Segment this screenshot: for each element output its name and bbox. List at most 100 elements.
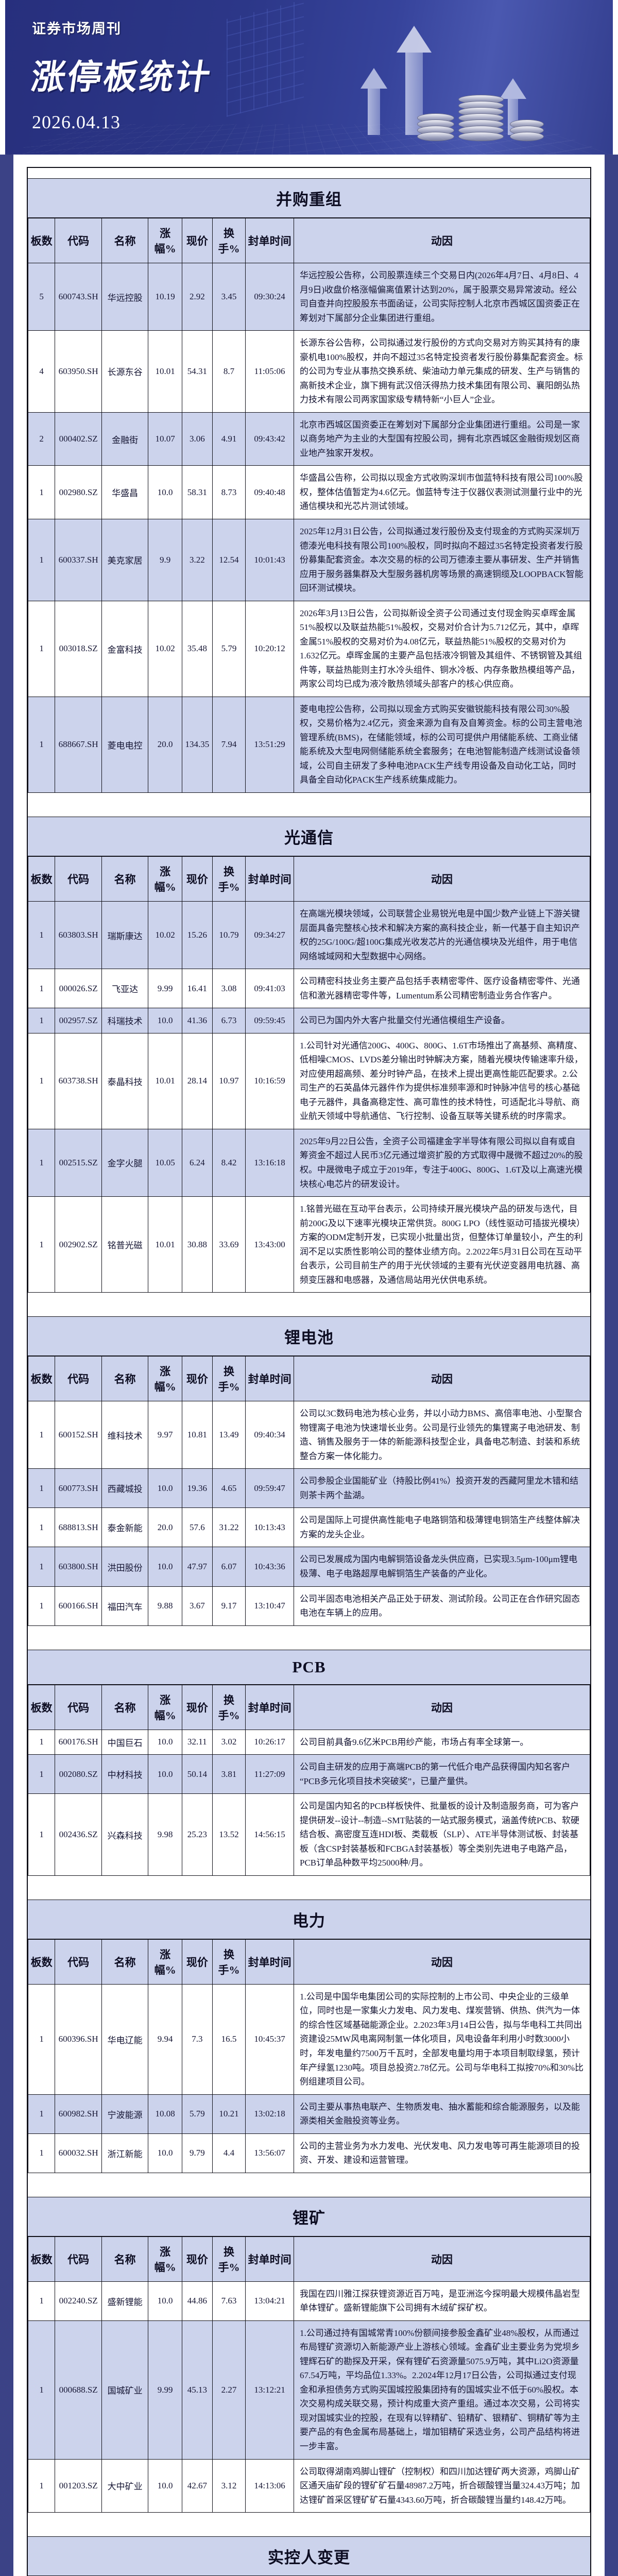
- cell-code: 001203.SZ: [55, 2459, 102, 2513]
- cell-turnover: 4.4: [212, 2133, 246, 2173]
- cell-reason: 菱电电控公告称，公司拟以现金方式购买安徽锐能科技有限公司30%股权，交易价格为2…: [293, 696, 591, 793]
- column-header: 代码: [55, 1684, 102, 1730]
- cell-board: 1: [27, 696, 56, 793]
- column-header: 名称: [101, 1684, 149, 1730]
- table-row: 1 600032.SH 浙江新能 10.0 9.79 4.4 13:56:07 公司的主营业务…: [27, 2133, 591, 2173]
- cell-name: 宁波能源: [101, 2094, 149, 2134]
- section-gap: [28, 793, 590, 817]
- cell-pct: 10.19: [148, 262, 182, 331]
- content-panel: 并购重组 板数 代码 名称 涨幅% 现价 换手% 封单时间 动因 5 600743.SH 华远控股 10…: [13, 155, 605, 2576]
- cell-reason: 在高端光模块领域，公司联营企业易锐光电是中国少数产业链上下游关键层面具备完整核心…: [293, 901, 591, 970]
- cell-turnover: 3.45: [212, 262, 246, 331]
- cell-pct: 20.0: [148, 696, 182, 793]
- column-header: 代码: [55, 2236, 102, 2282]
- section-title: 锂电池: [28, 1316, 590, 1357]
- section-gap: [28, 1293, 590, 1317]
- cell-reason: 公司是国际上可提供高性能电子电路铜箔和极薄锂电铜箔生产线整体解决方案的龙头企业。: [293, 1507, 591, 1548]
- cell-board: 1: [27, 1586, 56, 1626]
- cell-turnover: 6.07: [212, 1547, 246, 1587]
- column-header: 名称: [101, 856, 149, 902]
- column-header: 封单时间: [245, 1939, 294, 1985]
- cell-code: 600176.SH: [55, 1729, 102, 1755]
- table-row: 4 603950.SH 长源东谷 10.01 54.31 8.7 11:05:06 长源东谷公…: [27, 330, 591, 413]
- cell-name: 浙江新能: [101, 2133, 149, 2173]
- cell-turnover: 33.69: [212, 1196, 246, 1293]
- table-row: 1 002957.SZ 科瑞技术 10.0 41.36 6.73 09:59:45 公司已为国…: [27, 1008, 591, 1033]
- column-header: 现价: [181, 218, 213, 263]
- column-header: 代码: [55, 218, 102, 263]
- cell-price: 45.13: [181, 2320, 213, 2460]
- column-header: 动因: [293, 218, 591, 263]
- cell-code: 600773.SH: [55, 1468, 102, 1509]
- table-row: 1 600773.SH 西藏城投 10.0 19.36 4.65 09:59:47 公司参股企…: [27, 1468, 591, 1509]
- cell-turnover: 9.17: [212, 1586, 246, 1626]
- cell-pct: 10.0: [148, 1468, 182, 1509]
- cell-name: 中国巨石: [101, 1729, 149, 1755]
- cell-reason: 2026年3月13日公告，公司拟新设全资子公司通过支付现金购买卓晖金属51%股权…: [293, 600, 591, 697]
- cell-turnover: 13.49: [212, 1401, 246, 1469]
- cell-time: 11:05:06: [245, 330, 294, 413]
- cell-pct: 9.99: [148, 2320, 182, 2460]
- section-title: 光通信: [28, 817, 590, 856]
- section-table: 板数 代码 名称 涨幅% 现价 换手% 封单时间 动因 5 600743.SH 华远控股 10.19 2…: [27, 218, 591, 793]
- sections: 并购重组 板数 代码 名称 涨幅% 现价 换手% 封单时间 动因 5 600743.SH 华远控股 10…: [27, 178, 591, 2576]
- section-table: 板数 代码 名称 涨幅% 现价 换手% 封单时间 动因 1 600396.SH 华电辽能 9.94 7.…: [27, 1939, 591, 2173]
- cell-board: 1: [27, 2133, 56, 2173]
- cell-price: 44.86: [181, 2281, 213, 2321]
- cell-reason: 公司自主研发的应用于高端PCB的第一代低介电产品获得国内知名客户“PCB多元化项…: [293, 1754, 591, 1794]
- cell-turnover: 3.08: [212, 969, 246, 1009]
- cell-code: 603738.SH: [55, 1032, 102, 1129]
- cell-board: 1: [27, 2281, 56, 2321]
- cell-pct: 9.94: [148, 1984, 182, 2095]
- cell-board: 1: [27, 1547, 56, 1587]
- cell-price: 19.36: [181, 1468, 213, 1509]
- cell-price: 57.6: [181, 1507, 213, 1548]
- cell-code: 000402.SZ: [55, 412, 102, 466]
- cell-code: 600032.SH: [55, 2133, 102, 2173]
- column-header: 名称: [101, 218, 149, 263]
- section-title: 电力: [28, 1899, 590, 1939]
- cell-time: 09:40:34: [245, 1401, 294, 1469]
- column-header: 涨幅%: [148, 218, 182, 263]
- column-header: 涨幅%: [148, 1356, 182, 1402]
- cell-pct: 9.98: [148, 1793, 182, 1876]
- column-header: 换手%: [212, 856, 246, 902]
- report-date: 2026.04.13: [32, 112, 121, 132]
- cell-name: 金字火腿: [101, 1128, 149, 1197]
- cell-code: 688813.SH: [55, 1507, 102, 1548]
- section-table: 板数 代码 名称 涨幅% 现价 换手% 封单时间 动因 1 002240.SZ 盛新锂能 10.0 44…: [27, 2236, 591, 2513]
- column-header-row: 板数 代码 名称 涨幅% 现价 换手% 封单时间 动因: [27, 1939, 591, 1985]
- cell-pct: 10.0: [148, 2133, 182, 2173]
- cell-reason: 公司参股企业国能矿业（持股比例41%）投资开发的西藏阿里龙木错和结则茶卡两个盐湖…: [293, 1468, 591, 1509]
- table-row: 1 002515.SZ 金字火腿 10.05 6.24 8.42 13:16:18 2025年…: [27, 1128, 591, 1197]
- section-title: 锂矿: [28, 2196, 590, 2236]
- column-header: 封单时间: [245, 2236, 294, 2282]
- table-row: 1 000688.SZ 国城矿业 9.99 45.13 2.27 13:12:21 1.公司通…: [27, 2320, 591, 2460]
- section-table: 板数 代码 名称 涨幅% 现价 换手% 封单时间 动因 1 600176.SH 中国巨石 10.0 32…: [27, 1684, 591, 1876]
- cell-turnover: 5.79: [212, 600, 246, 697]
- cell-name: 铭普光磁: [101, 1196, 149, 1293]
- column-header: 板数: [27, 1939, 56, 1985]
- cell-time: 13:16:18: [245, 1128, 294, 1197]
- column-header: 现价: [181, 2236, 213, 2282]
- cell-pct: 10.0: [148, 1008, 182, 1033]
- column-header: 动因: [293, 1356, 591, 1402]
- cell-name: 洪田股份: [101, 1547, 149, 1587]
- column-header: 现价: [181, 1356, 213, 1402]
- cell-code: 000688.SZ: [55, 2320, 102, 2460]
- column-header: 现价: [181, 856, 213, 902]
- cell-turnover: 8.42: [212, 1128, 246, 1197]
- cell-turnover: 4.65: [212, 1468, 246, 1509]
- cell-pct: 9.99: [148, 969, 182, 1009]
- cell-price: 3.22: [181, 518, 213, 601]
- table-row: 1 600396.SH 华电辽能 9.94 7.3 16.5 10:45:37 1.公司是中国…: [27, 1984, 591, 2095]
- cell-board: 4: [27, 330, 56, 413]
- column-header-row: 板数 代码 名称 涨幅% 现价 换手% 封单时间 动因: [27, 1356, 591, 1402]
- brand-logo: 证券市场周刊: [32, 21, 122, 37]
- cell-reason: 2025年12月31日公告，公司拟通过发行股份及支付现金的方式购买深圳万德溙光电…: [293, 518, 591, 601]
- cell-board: 1: [27, 901, 56, 970]
- cell-name: 长源东谷: [101, 330, 149, 413]
- cell-pct: 10.0: [148, 465, 182, 519]
- cell-reason: 公司是国内知名的PCB样板快件、批量板的设计及制造服务商，可为客户提供研发--设…: [293, 1793, 591, 1876]
- cell-pct: 10.05: [148, 1128, 182, 1197]
